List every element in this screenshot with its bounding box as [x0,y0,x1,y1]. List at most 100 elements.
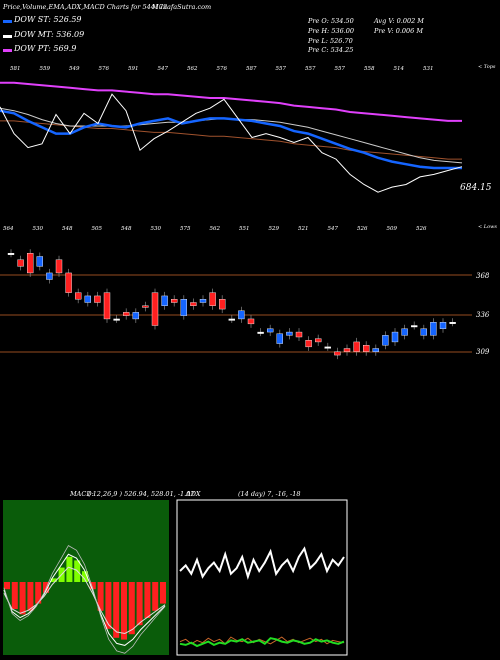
candle-body [228,318,236,321]
candle-body [353,341,360,352]
candle-body [161,295,168,306]
macd-bar [152,582,159,611]
low-label: 526 [357,226,368,232]
top-label: 557 [276,66,287,72]
chart-title: Price,Volume,EMA,ADX,MACD Charts for 544… [3,3,168,11]
low-label: 548 [121,226,132,232]
tops-corner-label: < Tops [478,64,496,70]
macd-bar [50,578,57,582]
candle-body [401,328,408,336]
candle-body [391,331,399,343]
macd-bar [121,582,127,640]
lows-corner-label: < Lows [478,224,497,230]
quote-high: Pre H: 536.00 [308,27,355,35]
candle-body [84,295,92,303]
candle-body [276,333,283,344]
legend-label-mt: DOW MT: 536.09 [14,30,85,39]
top-label: 557 [335,66,346,72]
macd-bar [160,582,166,604]
macd-bar [144,582,151,618]
top-label: 562 [187,66,198,72]
adx-panel-bg [176,499,348,656]
adx-label: ADX [186,490,201,498]
low-label: 547 [328,226,339,232]
price-line [0,93,463,193]
top-label: 581 [10,66,21,72]
top-label: 576 [99,66,110,72]
low-label: 526 [416,226,427,232]
candle-body [363,345,370,352]
low-label: 575 [180,226,191,232]
candle-body [334,351,341,356]
top-label: 587 [246,66,257,72]
candle-body [7,253,15,255]
candle-body [209,292,216,306]
top-label: 557 [305,66,316,72]
candle-body [55,259,63,274]
candle-body [449,322,456,324]
low-label: 564 [3,226,14,232]
low-label: 562 [210,226,221,232]
adx-line [179,637,345,648]
candle-body [27,253,34,274]
candle-body [74,292,82,300]
candle-body [199,299,207,303]
low-label: 521 [298,226,309,232]
candle-body [132,312,140,320]
adx-values: (14 day) 7, -16, -18 [238,490,301,498]
quote-avg-volume: Avg V: 0.002 M [374,17,424,25]
low-label: 548 [62,226,73,232]
macd-values: ( 12,26,9 ) 526.94, 528.01, -1.07 [88,490,195,498]
candle-body [257,331,264,334]
candle-body [238,310,245,320]
low-label: 530 [33,226,44,232]
legend-swatch-mt [3,35,12,38]
macd-bar [4,582,10,590]
candle-body [46,272,53,280]
candle-body [170,299,178,303]
candle-body [247,318,255,325]
macd-line [3,553,166,646]
ema-value-label: 684.15 [460,183,492,193]
candle-body [305,340,312,348]
top-label: 549 [69,66,80,72]
macd-bar [82,571,88,582]
top-label: 547 [158,66,169,72]
macd-label: MACD: [70,490,94,498]
macd-bar [11,582,18,609]
candle-body [372,348,379,352]
candle-body [430,322,437,336]
top-label: 576 [217,66,228,72]
candle-body [122,312,130,316]
quote-open: Pre O: 534.50 [308,17,354,25]
top-label: 558 [364,66,375,72]
candle-body [65,272,72,293]
candle-body [343,348,351,352]
candle-body [103,292,111,320]
candle-body [382,335,389,346]
macd-bar [35,582,42,604]
ema-pt-line [0,81,462,122]
candle-body [218,299,226,310]
candle-body [17,259,24,267]
legend-label-pt: DOW PT: 569.9 [14,44,77,53]
low-label: 529 [269,226,280,232]
level-label-2: 336 [476,311,490,319]
candle-body [142,305,149,308]
macd-bar [136,582,143,626]
macd-bar [97,582,104,611]
top-label: 591 [128,66,139,72]
ema-st-line [0,109,462,170]
top-label: 531 [423,66,434,72]
legend-label-st: DOW ST: 526.59 [14,15,82,24]
legend-swatch-pt [3,49,12,52]
macd-bar [43,582,49,593]
macd-bar [105,582,112,629]
top-label: 514 [394,66,405,72]
candle-body [151,292,159,326]
level-label-1: 368 [476,272,490,280]
macd-extra-line [3,545,166,654]
ema-long-line [0,120,462,160]
adx-di-minus-line [179,636,345,645]
